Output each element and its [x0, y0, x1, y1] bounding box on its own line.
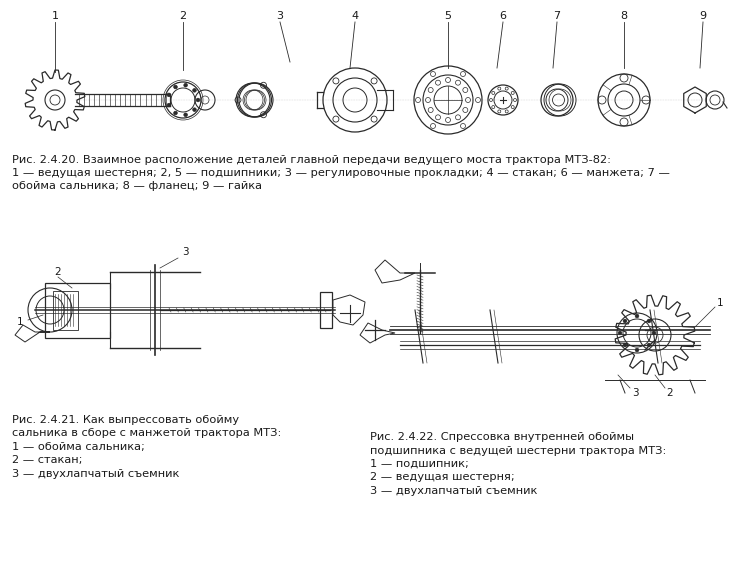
Text: 3: 3 — [277, 11, 283, 21]
Circle shape — [184, 84, 188, 87]
Text: 2 — стакан;: 2 — стакан; — [12, 455, 82, 466]
Circle shape — [492, 106, 495, 108]
Text: Рис. 2.4.20. Взаимное расположение деталей главной передачи ведущего моста тракт: Рис. 2.4.20. Взаимное расположение детал… — [12, 155, 611, 165]
Circle shape — [492, 91, 495, 95]
Circle shape — [635, 314, 639, 318]
Polygon shape — [360, 323, 395, 343]
Text: 9: 9 — [699, 11, 707, 21]
Circle shape — [652, 331, 656, 335]
Circle shape — [498, 87, 501, 90]
Text: 1 — подшипник;: 1 — подшипник; — [370, 459, 469, 469]
Polygon shape — [15, 325, 50, 342]
Text: 7: 7 — [553, 11, 561, 21]
Circle shape — [648, 319, 651, 323]
Text: 4: 4 — [351, 11, 358, 21]
Text: 3: 3 — [182, 247, 188, 257]
Text: 3 — двухлапчатый съемник: 3 — двухлапчатый съемник — [370, 486, 537, 496]
Circle shape — [623, 319, 627, 323]
Text: Рис. 2.4.22. Спрессовка внутренней обоймы: Рис. 2.4.22. Спрессовка внутренней обойм… — [370, 432, 634, 442]
Text: 5: 5 — [445, 11, 451, 21]
Circle shape — [511, 91, 514, 95]
Text: 2: 2 — [666, 388, 673, 398]
Text: 3: 3 — [631, 388, 638, 398]
Text: 6: 6 — [499, 11, 507, 21]
Text: 2 — ведущая шестерня;: 2 — ведущая шестерня; — [370, 473, 515, 482]
Circle shape — [505, 110, 508, 113]
Text: 1: 1 — [717, 298, 723, 308]
Text: подшипника с ведущей шестерни трактора МТЗ:: подшипника с ведущей шестерни трактора М… — [370, 445, 666, 455]
Circle shape — [193, 88, 196, 92]
Text: 1 — обойма сальника;: 1 — обойма сальника; — [12, 442, 145, 452]
Text: 1 — ведущая шестерня; 2, 5 — подшипники; 3 — регулировочные прокладки; 4 — стака: 1 — ведущая шестерня; 2, 5 — подшипники;… — [12, 168, 670, 178]
Text: 2: 2 — [180, 11, 187, 21]
Circle shape — [490, 99, 493, 102]
Circle shape — [511, 106, 514, 108]
Circle shape — [167, 93, 171, 97]
Bar — [45, 283, 110, 338]
Circle shape — [196, 98, 200, 102]
Circle shape — [174, 85, 177, 89]
Circle shape — [513, 99, 517, 102]
Text: Рис. 2.4.21. Как выпрессовать обойму: Рис. 2.4.21. Как выпрессовать обойму — [12, 415, 239, 425]
Circle shape — [618, 331, 622, 335]
Text: 3 — двухлапчатый съемник: 3 — двухлапчатый съемник — [12, 469, 180, 479]
Bar — [53, 291, 78, 330]
Polygon shape — [375, 260, 415, 283]
Circle shape — [174, 111, 177, 115]
Circle shape — [635, 348, 639, 352]
Circle shape — [193, 108, 196, 111]
Text: сальника в сборе с манжетой трактора МТЗ:: сальника в сборе с манжетой трактора МТЗ… — [12, 429, 281, 439]
Circle shape — [167, 103, 171, 107]
Bar — [320, 292, 332, 328]
Circle shape — [498, 110, 501, 113]
Text: 2: 2 — [55, 267, 61, 277]
Text: 8: 8 — [620, 11, 628, 21]
Circle shape — [648, 343, 651, 347]
Text: 1: 1 — [17, 317, 23, 327]
Polygon shape — [333, 295, 365, 325]
Circle shape — [184, 113, 188, 117]
Circle shape — [505, 87, 508, 90]
Circle shape — [623, 343, 627, 347]
Text: обойма сальника; 8 — фланец; 9 — гайка: обойма сальника; 8 — фланец; 9 — гайка — [12, 181, 262, 191]
Text: 1: 1 — [52, 11, 58, 21]
